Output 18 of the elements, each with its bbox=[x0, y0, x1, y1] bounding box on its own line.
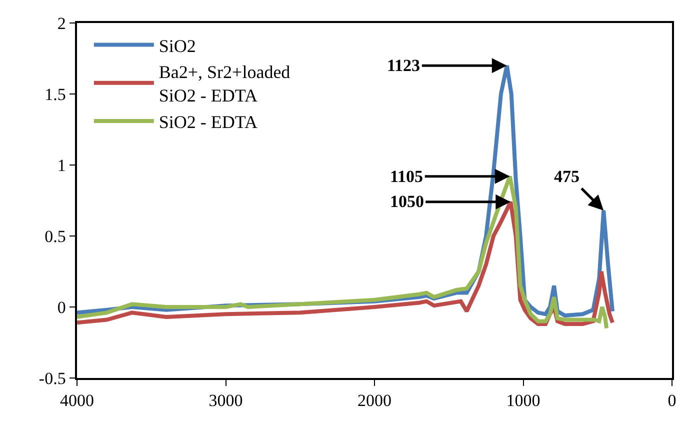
annotation: 1105 bbox=[390, 167, 424, 186]
x-tick-label: 4000 bbox=[60, 391, 94, 410]
x-tick-label: 0 bbox=[668, 391, 676, 410]
annotation: 1123 bbox=[387, 56, 420, 75]
x-tick-label: 3000 bbox=[208, 391, 243, 410]
y-tick-label: 0.5 bbox=[44, 226, 66, 246]
x-tick-label: 1000 bbox=[506, 391, 540, 410]
x-tick-label: 2000 bbox=[358, 391, 392, 410]
legend-label: SiO2 - EDTA bbox=[158, 112, 258, 132]
annotation: 475 bbox=[554, 167, 580, 186]
annotation: 1050 bbox=[390, 192, 424, 211]
y-tick-label: 1.5 bbox=[44, 84, 66, 104]
y-tick-label: 1 bbox=[57, 156, 66, 175]
y-tick-label: 2 bbox=[57, 14, 66, 33]
legend-label: SiO2 bbox=[158, 36, 196, 56]
y-tick-label: -0.5 bbox=[38, 368, 66, 388]
y-tick-label: 0 bbox=[57, 298, 66, 317]
legend-label: Ba2+, Sr2+loaded SiO2 - EDTA bbox=[158, 62, 290, 106]
